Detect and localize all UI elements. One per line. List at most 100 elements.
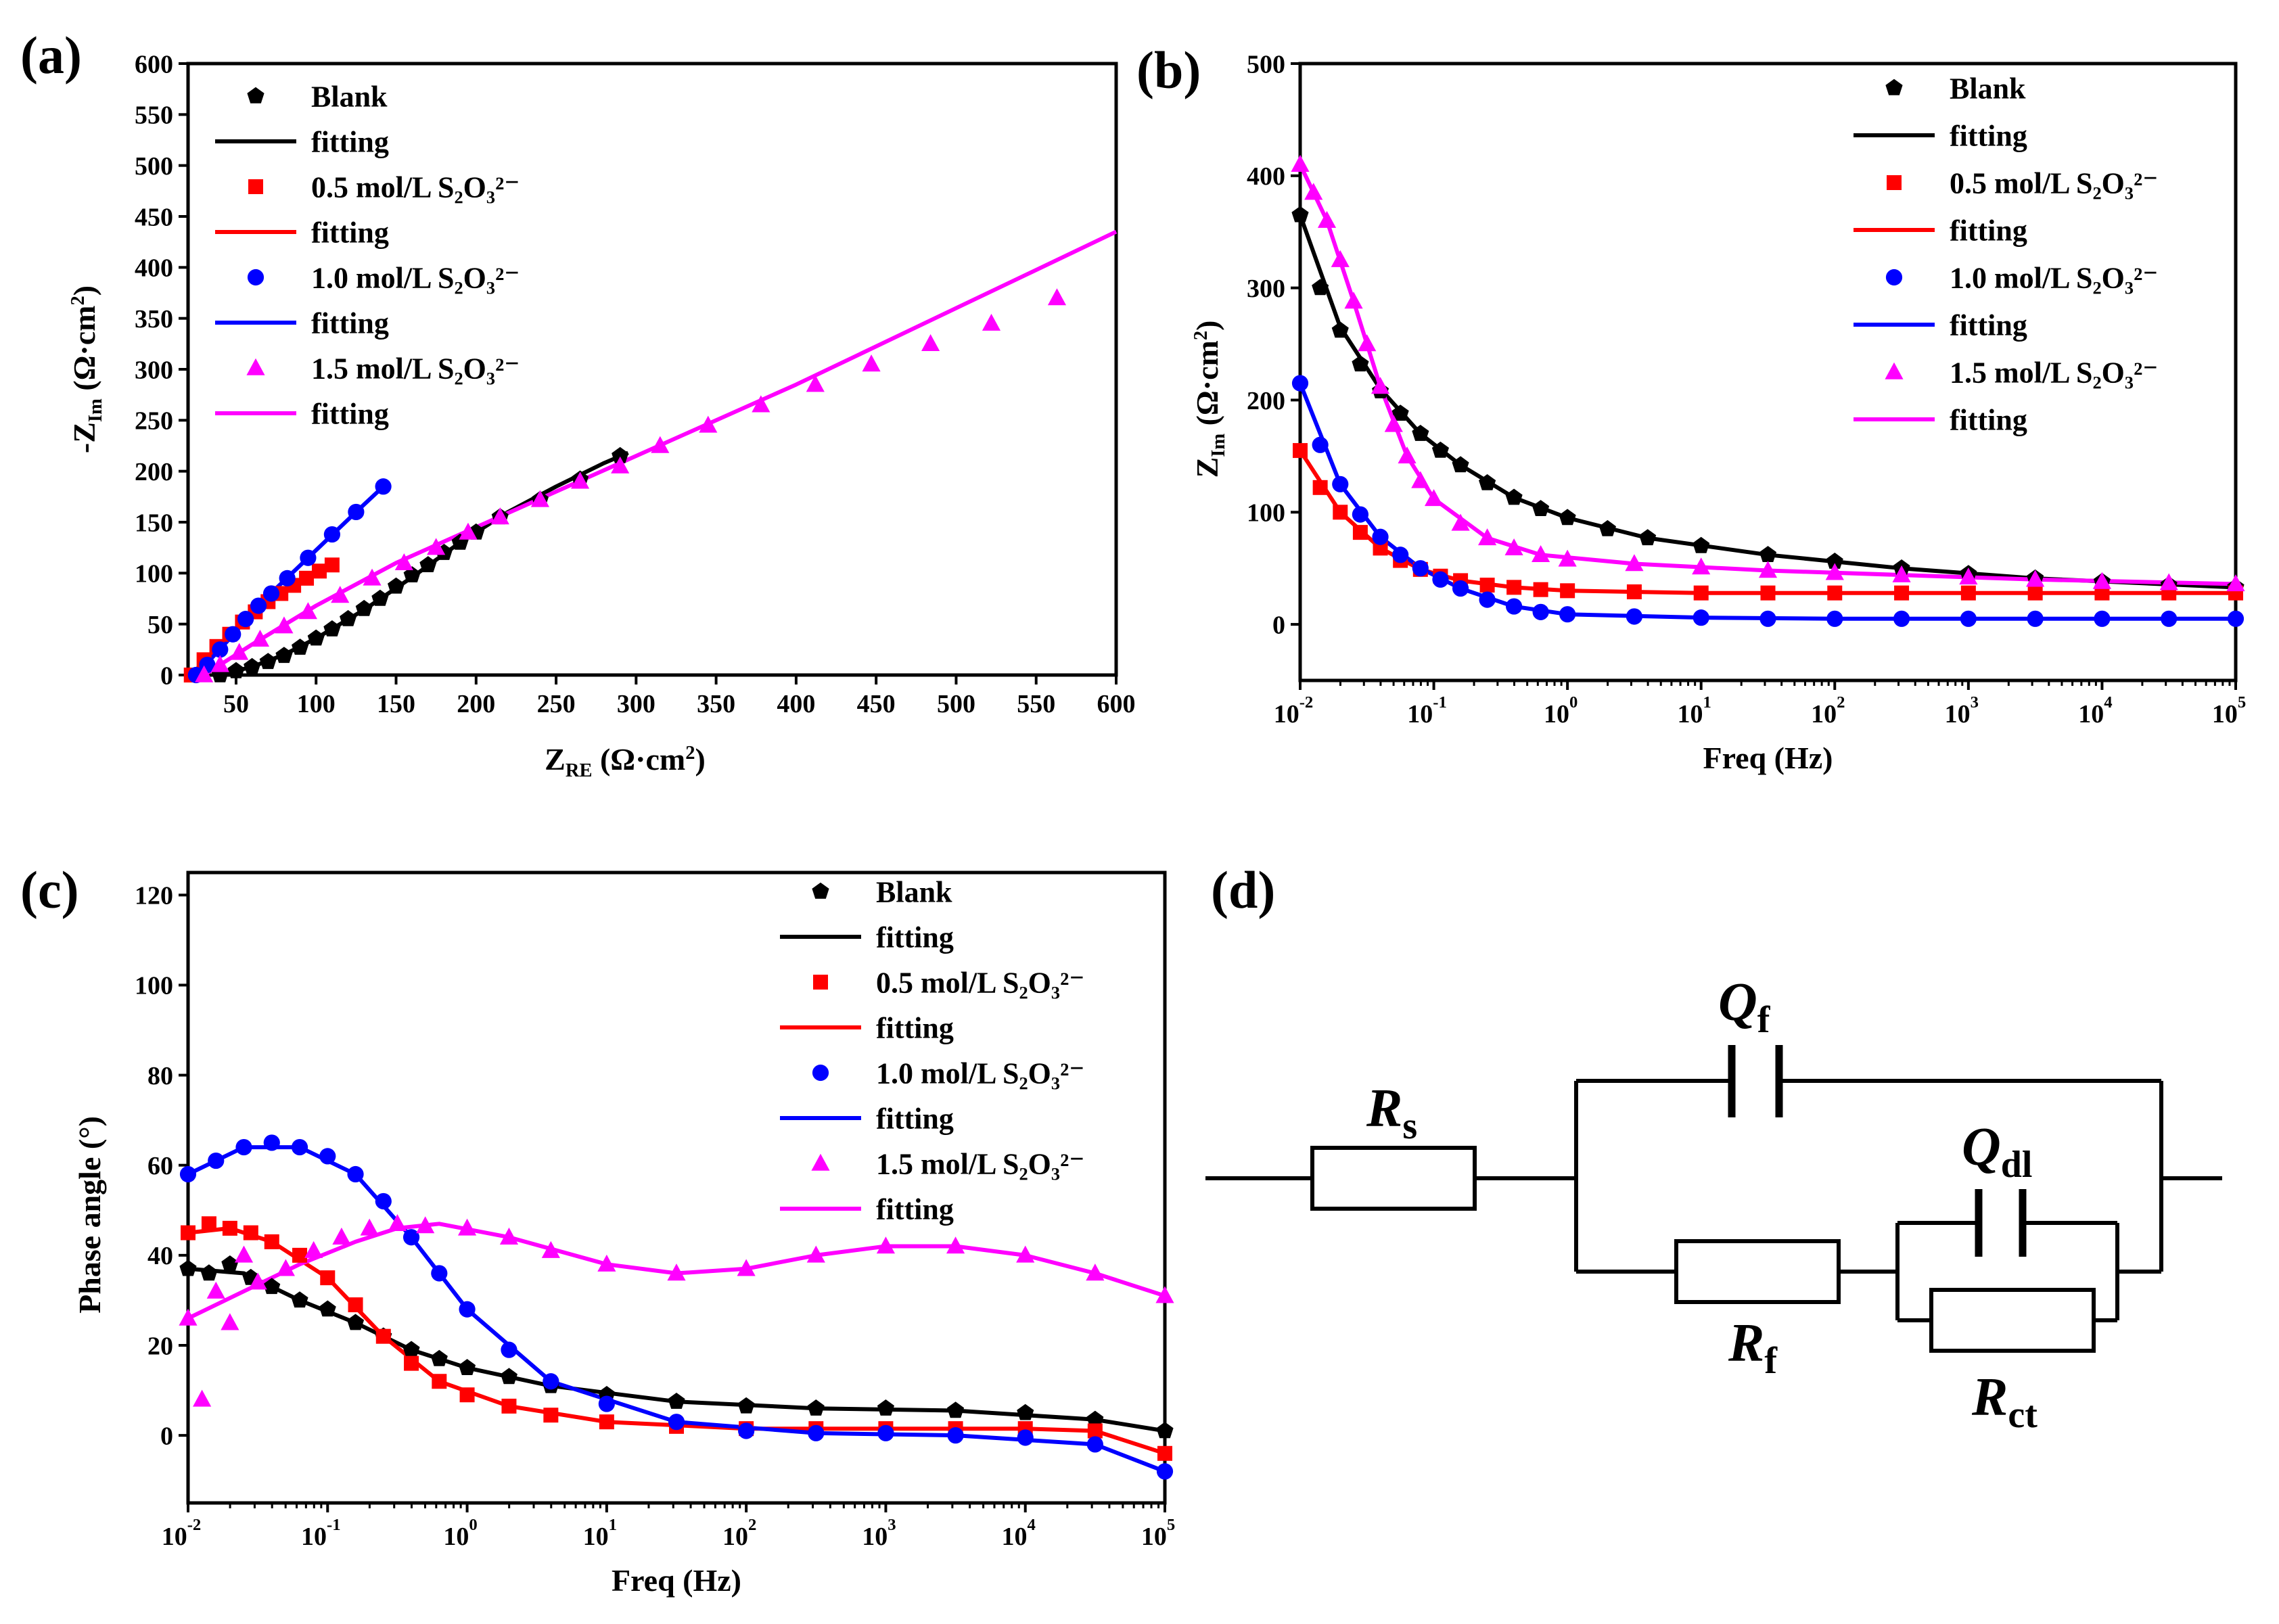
data-point	[612, 446, 629, 463]
y-tick-label: 40	[147, 1242, 173, 1270]
data-point	[324, 557, 340, 573]
legend: Blank fitting 0.5 mol/L S₂O₃²⁻ fitting 1.0 m…	[780, 875, 1085, 1226]
data-point	[1344, 292, 1363, 309]
data-point	[2094, 585, 2110, 601]
panel-b-bode-impedance-chart: 10-2 10-1 100 101 102 103 104 10501002003004005…	[1136, 41, 2246, 775]
x-tick-label: 300	[617, 690, 655, 718]
data-point	[2092, 572, 2112, 589]
data-point	[403, 566, 421, 582]
legend-marker-blank	[812, 882, 829, 899]
data-point	[1412, 425, 1429, 441]
capacitor-Qdl	[1975, 1189, 2027, 1257]
data-point	[179, 1259, 197, 1276]
data-point	[1412, 560, 1429, 577]
data-point	[1312, 436, 1329, 453]
x-tick-label: 600	[1097, 690, 1136, 718]
component-label-sub: dl	[2001, 1144, 2033, 1186]
legend-label: fitting	[1950, 119, 2027, 152]
component-label: Rs	[1366, 1079, 1417, 1147]
legend-marker-c15	[1885, 362, 1904, 379]
legend-label: Blank	[1950, 72, 2026, 105]
y-tick-label: 200	[135, 458, 173, 486]
data-point	[1331, 321, 1349, 338]
data-point	[1391, 404, 1409, 421]
x-tick-label: 150	[377, 690, 415, 718]
x-tick-exponent: 5	[1167, 1516, 1175, 1534]
data-point	[320, 1270, 336, 1286]
panel-label: (d)	[1211, 860, 1275, 919]
data-point	[355, 599, 373, 616]
data-point	[1505, 488, 1523, 505]
y-axis-title-unit: (Ω·cm	[1190, 340, 1224, 434]
resistor-Rct	[1929, 1288, 2096, 1353]
series-c15	[1291, 154, 2245, 592]
data-point	[2227, 610, 2245, 627]
series-c05	[181, 1216, 1172, 1461]
data-point	[806, 1245, 825, 1263]
data-point	[348, 1297, 363, 1313]
x-tick-label: 100	[297, 690, 336, 718]
panel-label: (c)	[20, 860, 79, 919]
x-tick-base: 10	[162, 1523, 187, 1551]
x-tick-label: 10-2	[162, 1516, 202, 1551]
component-label-base: R	[1971, 1368, 2008, 1427]
panel-label: (b)	[1136, 41, 1201, 99]
data-point	[431, 1265, 448, 1282]
data-point	[1894, 585, 1910, 601]
data-point	[235, 1138, 252, 1156]
x-tick-exponent: 4	[1028, 1516, 1036, 1534]
data-point	[1431, 441, 1449, 458]
x-tick-base: 10	[1945, 700, 1971, 728]
y-tick-label: 60	[147, 1152, 173, 1180]
legend-label: fitting	[1950, 214, 2027, 247]
x-tick-exponent: 3	[1971, 693, 1979, 712]
data-point	[877, 1424, 894, 1441]
legend-marker-c05	[248, 179, 263, 194]
data-point	[348, 503, 365, 521]
y-tick-label: 550	[135, 101, 173, 130]
series-c15	[179, 1213, 1174, 1407]
data-point	[230, 643, 249, 660]
data-point	[2161, 610, 2178, 627]
x-tick-label: 105	[1141, 1516, 1175, 1551]
component-label: Rf	[1728, 1314, 1778, 1382]
data-point	[459, 1301, 476, 1318]
data-point	[501, 1398, 517, 1414]
data-point	[331, 586, 350, 603]
data-point	[181, 1225, 195, 1240]
data-point	[1559, 606, 1576, 623]
x-tick-base: 10	[2212, 700, 2238, 728]
legend-label: Blank	[311, 80, 388, 113]
data-point	[1559, 509, 1576, 526]
series-c05	[1293, 443, 2243, 601]
data-point	[250, 629, 270, 647]
data-point	[947, 1401, 965, 1418]
series-c10	[179, 1134, 1174, 1480]
component-label: Qdl	[1962, 1117, 2032, 1186]
legend-label: 1.5 mol/L S₂O₃²⁻	[876, 1147, 1085, 1180]
component-label-base: Q	[1962, 1117, 2001, 1177]
x-tick-label: 104	[1002, 1516, 1036, 1551]
data-point	[275, 616, 294, 634]
data-point	[1598, 519, 1616, 536]
data-point	[262, 585, 280, 602]
x-tick-base: 10	[1544, 700, 1569, 728]
y-axis-title: -ZIm (Ω·cm2)	[67, 285, 106, 453]
data-point	[611, 456, 630, 473]
data-point	[388, 1213, 407, 1231]
data-point	[263, 1134, 280, 1151]
y-tick-label: 50	[147, 611, 173, 639]
legend-label: 1.5 mol/L S₂O₃²⁻	[311, 352, 520, 385]
x-tick-label: 101	[1678, 693, 1711, 728]
data-point	[432, 1374, 447, 1389]
data-point	[543, 1408, 559, 1423]
data-point	[1692, 557, 1711, 575]
data-point	[1625, 554, 1644, 572]
component-label-base: R	[1366, 1079, 1402, 1138]
y-tick-label: 400	[1247, 162, 1285, 191]
data-point	[876, 1236, 896, 1254]
data-point	[499, 1227, 519, 1245]
data-point	[332, 1227, 351, 1245]
x-tick-exponent: 2	[748, 1516, 756, 1534]
y-tick-label: 20	[147, 1332, 173, 1360]
